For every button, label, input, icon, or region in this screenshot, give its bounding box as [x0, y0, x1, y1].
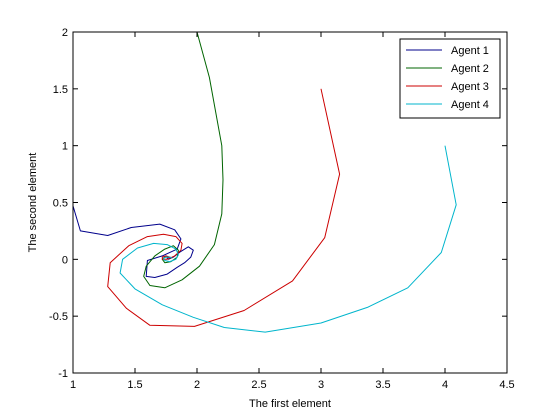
- y-tick-label: 0: [62, 254, 68, 266]
- x-tick-label: 1.5: [127, 379, 142, 391]
- x-axis-label: The first element: [249, 398, 331, 410]
- y-tick-label: -1: [58, 368, 68, 380]
- series-line-agent-3: [107, 88, 341, 327]
- x-tick-label: 3.5: [375, 379, 390, 391]
- series-line-agent-4: [119, 145, 457, 333]
- y-axis-label: The second element: [27, 153, 39, 253]
- ticks-layer: 1 1.5 2 2.5 3 3.5 4 4.5 -1 -0.5 0 0.5 1 1.5 2: [49, 27, 515, 391]
- legend-label-agent-2: Agent 2: [451, 63, 489, 75]
- y-tick-label: -0.5: [49, 311, 68, 323]
- x-tick-label: 1: [70, 379, 76, 391]
- legend-label-agent-1: Agent 1: [451, 45, 489, 57]
- series-line-agent-1: [72, 205, 194, 278]
- series-line-agent-2: [143, 31, 224, 289]
- legend-box: [399, 38, 501, 119]
- legend-label-agent-4: Agent 4: [451, 99, 489, 111]
- x-tick-label: 4.5: [499, 379, 514, 391]
- legend-label-agent-3: Agent 3: [451, 81, 489, 93]
- y-tick-label: 1: [62, 141, 68, 153]
- legend: Agent 1 Agent 2 Agent 3 Agent 4: [399, 38, 501, 119]
- x-tick-label: 2.5: [251, 379, 266, 391]
- series-layer: [72, 31, 457, 333]
- y-tick-label: 0.5: [53, 198, 68, 210]
- y-tick-label: 1.5: [53, 84, 68, 96]
- y-tick-label: 2: [62, 27, 68, 39]
- x-tick-label: 3: [318, 379, 324, 391]
- x-tick-label: 4: [442, 379, 448, 391]
- x-tick-label: 2: [194, 379, 200, 391]
